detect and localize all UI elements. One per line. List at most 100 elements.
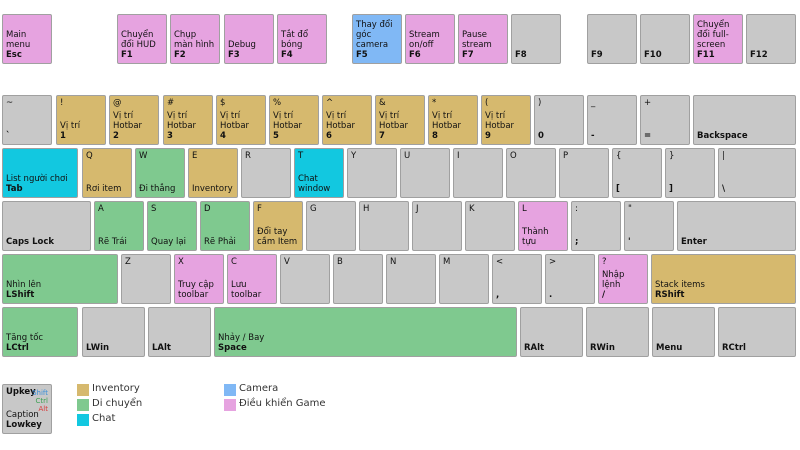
key-bottom: Caps Lock <box>6 237 88 247</box>
key-lower: . <box>549 290 553 300</box>
legend-label: Inventory <box>92 383 140 394</box>
key-bottom: Vị trí Hotbar 3 <box>167 111 210 141</box>
key-lower: = <box>644 131 652 141</box>
key: U <box>400 148 450 198</box>
key-bottom: LWin <box>86 343 142 353</box>
key-bottom: Pause stream F7 <box>462 30 505 60</box>
legend-shift: Shift <box>32 389 48 397</box>
key-bottom: Debug F3 <box>228 40 271 60</box>
key-bottom: LAlt <box>152 343 208 353</box>
key-lower: 4 <box>220 131 226 141</box>
key-bottom: Nhập lệnh / <box>602 270 645 300</box>
key-lower: 6 <box>326 131 332 141</box>
key-caption: Vị trí Hotbar <box>326 111 356 131</box>
key: H <box>359 201 409 251</box>
key-caption: Vị trí Hotbar <box>113 111 143 131</box>
key: ? Nhập lệnh / <box>598 254 648 304</box>
key-bottom: Vị trí Hotbar 4 <box>220 111 263 141</box>
key-upper: T <box>298 151 304 161</box>
key-lower: F2 <box>174 50 186 60</box>
key-lower: Caps Lock <box>6 237 55 247</box>
key: Chụp màn hình F2 <box>170 14 220 64</box>
key-upper: # <box>167 98 175 108</box>
key: Z <box>121 254 171 304</box>
key-upper: H <box>363 204 370 214</box>
key: LWin <box>82 307 145 357</box>
key-bottom: Tắt đổ bóng F4 <box>281 30 324 60</box>
key-upper: P <box>563 151 569 161</box>
key-upper: @ <box>113 98 122 108</box>
key: Stream on/off F6 <box>405 14 455 64</box>
key-lower: 3 <box>167 131 173 141</box>
key-bottom: Vị trí Hotbar 8 <box>432 111 475 141</box>
key: E Inventory <box>188 148 238 198</box>
legend-label: Điều khiển Game <box>239 398 326 409</box>
key-caption: Vị trí Hotbar <box>220 111 250 131</box>
key-upper: > <box>549 257 557 267</box>
key-bottom: Truy cập toolbar <box>178 280 221 300</box>
key: F8 <box>511 14 561 64</box>
key: Tắt đổ bóng F4 <box>277 14 327 64</box>
key-caption: Chuyển đổi HUD <box>121 30 156 50</box>
key-lower: 8 <box>432 131 438 141</box>
key: @ Vị trí Hotbar 2 <box>109 95 159 145</box>
key: Q Rơi item <box>82 148 132 198</box>
key-caption: Rẽ Trái <box>98 237 127 247</box>
key: Pause stream F7 <box>458 14 508 64</box>
key-lower: [ <box>616 184 620 194</box>
key-bottom: Vị trí Hotbar 9 <box>485 111 528 141</box>
key-bottom: Stream on/off F6 <box>409 30 452 60</box>
key-caption: Tăng tốc <box>6 333 44 343</box>
key: D Rẽ Phải <box>200 201 250 251</box>
key: F9 <box>587 14 637 64</box>
key-lower: RWin <box>590 343 615 353</box>
key-bottom: Đi thẳng <box>139 184 182 194</box>
key-upper: ( <box>485 98 489 108</box>
key-lower: F5 <box>356 50 368 60</box>
key-lower: - <box>591 131 595 141</box>
key-upper: S <box>151 204 157 214</box>
key: RAlt <box>520 307 583 357</box>
key-bottom: Rơi item <box>86 184 129 194</box>
key: Chuyển đổi HUD F1 <box>117 14 167 64</box>
key-bottom: F9 <box>591 50 634 60</box>
key-bottom: Backspace <box>697 131 793 141</box>
key-caption: Quay lại <box>151 237 186 247</box>
key-lower: Menu <box>656 343 683 353</box>
key-bottom: F8 <box>515 50 558 60</box>
key-lower: F12 <box>750 50 768 60</box>
key-upper: V <box>284 257 290 267</box>
key: ( Vị trí Hotbar 9 <box>481 95 531 145</box>
key-bottom: Vị trí Hotbar 2 <box>113 111 156 141</box>
key-upper: & <box>379 98 386 108</box>
key-upper: Z <box>125 257 131 267</box>
key-upper: A <box>98 204 104 214</box>
key: Tăng tốc LCtrl <box>2 307 78 357</box>
legend-bottom: Caption Lowkey <box>6 410 49 430</box>
key-lower: Enter <box>681 237 707 247</box>
legend-ctrl: Ctrl <box>35 397 48 405</box>
legend-swatch <box>224 384 236 396</box>
key-bottom: Rẽ Phải <box>204 237 247 247</box>
key: V <box>280 254 330 304</box>
key: K <box>465 201 515 251</box>
key-bottom: 0 <box>538 131 581 141</box>
legend-alt: Alt <box>38 405 48 413</box>
key-caption: Đổi tay cầm Item <box>257 227 298 247</box>
key-upper: ! <box>60 98 64 108</box>
key: & Vị trí Hotbar 7 <box>375 95 425 145</box>
key-caption: Vị trí <box>60 121 81 131</box>
key: }] <box>665 148 715 198</box>
key-caption: Rẽ Phải <box>204 237 236 247</box>
key: Menu <box>652 307 715 357</box>
key: L Thành tựu <box>518 201 568 251</box>
key-lower: Esc <box>6 50 22 60</box>
key-bottom: Stack items RShift <box>655 280 793 300</box>
key-lower: 9 <box>485 131 491 141</box>
key-lower: F4 <box>281 50 293 60</box>
legend-label: Camera <box>239 383 279 394</box>
key-upper: L <box>522 204 527 214</box>
key-upper: N <box>390 257 397 267</box>
key-lower: F7 <box>462 50 474 60</box>
key-bottom: RAlt <box>524 343 580 353</box>
